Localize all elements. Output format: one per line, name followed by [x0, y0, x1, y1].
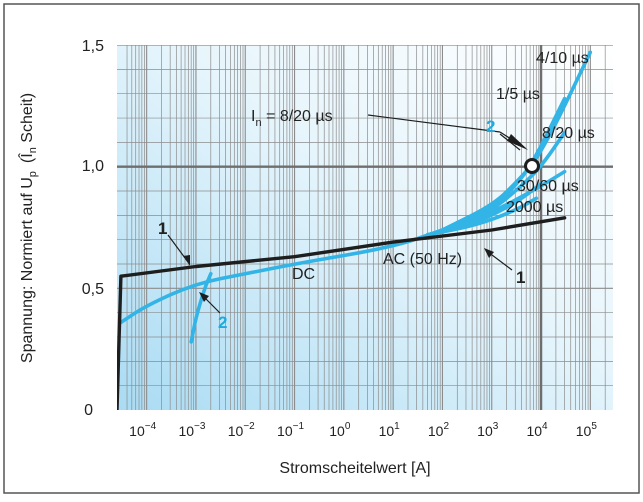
- x-axis-title: Stromscheitelwert [A]: [279, 460, 430, 477]
- in-label-i: I: [251, 108, 255, 125]
- x-tick-exponent: 1: [394, 421, 400, 432]
- curve-1-left-arrowhead: [183, 255, 190, 266]
- curve-2000-s: [425, 196, 539, 237]
- y-axis-title-paren-sub: n: [27, 147, 39, 153]
- curve-1-label-right: 1: [516, 268, 525, 287]
- curve-2-label-bottom: 2: [218, 313, 227, 332]
- x-tick-exponent: 3: [493, 421, 499, 432]
- label-2000us: 2000 µs: [506, 199, 563, 216]
- label-4-10us: 4/10 µs: [536, 50, 589, 67]
- y-tick-1-5: 1,5: [82, 38, 104, 55]
- x-tick-exponent: −2: [243, 421, 255, 432]
- x-tick-8: 104: [526, 421, 548, 439]
- curve-1-right-arrowhead: [484, 248, 494, 258]
- in-label: In = 8/20 µs: [251, 108, 333, 129]
- curve-1: [117, 216, 567, 410]
- grid: [117, 45, 613, 410]
- y-tick-1-0: 1,0: [82, 158, 104, 175]
- x-tick-exponent: 4: [542, 421, 548, 432]
- x-tick-base: 10: [379, 423, 395, 439]
- x-tick-exponent: 2: [443, 421, 449, 432]
- y-axis-title-main: Spannung: Normiert auf U: [19, 177, 36, 363]
- waveform-labels: 4/10 µs 1/5 µs 8/20 µs 30/60 µs 2000 µs: [496, 50, 595, 216]
- x-tick-exponent: −3: [194, 421, 206, 432]
- x-tick-labels: 10−4 10−3 10−2 10−1 100 101 102 103 104 105: [129, 421, 597, 439]
- curve-2-top-leader: [499, 133, 521, 151]
- label-30-60us: 30/60 µs: [517, 178, 579, 195]
- curve-2-label-top: 2: [486, 117, 495, 136]
- x-tick-9: 105: [576, 421, 598, 439]
- x-tick-3: 10−1: [277, 421, 304, 439]
- x-tick-exponent: −4: [145, 421, 157, 432]
- y-tick-labels: 0 0,5 1,0 1,5: [82, 38, 104, 419]
- x-tick-base: 10: [477, 423, 493, 439]
- x-tick-base: 10: [129, 423, 145, 439]
- label-1-5us: 1/5 µs: [496, 86, 540, 103]
- curve-2-bottom-arrowhead: [199, 292, 209, 302]
- curve-1-label-left: 1: [158, 219, 167, 238]
- label-8-20us: 8/20 µs: [542, 125, 595, 142]
- x-tick-6: 102: [428, 421, 450, 439]
- ac-label: AC (50 Hz): [383, 251, 462, 268]
- x-tick-1: 10−3: [178, 421, 205, 439]
- y-axis-title-paren: (Î: [17, 153, 36, 163]
- curves: [117, 50, 593, 410]
- x-tick-base: 10: [576, 423, 592, 439]
- curve-8-20-s: [440, 130, 567, 235]
- in-label-arrow-shaft: [499, 131, 526, 149]
- x-tick-base: 10: [178, 423, 194, 439]
- x-tick-base: 10: [277, 423, 293, 439]
- curve-2-low-current: [189, 272, 213, 344]
- curve-1-5-s: [440, 96, 567, 232]
- y-tick-0-5: 0,5: [82, 281, 104, 298]
- y-tick-0: 0: [84, 402, 93, 419]
- in-label-rest: = 8/20 µs: [262, 108, 333, 125]
- x-tick-exponent: 5: [591, 421, 597, 432]
- x-tick-5: 101: [379, 421, 401, 439]
- x-tick-exponent: 0: [345, 421, 351, 432]
- x-tick-base: 10: [329, 423, 345, 439]
- x-tick-exponent: −1: [293, 421, 305, 432]
- y-axis-title: Spannung: Normiert auf Up (În Scheit): [17, 93, 39, 363]
- x-tick-0: 10−4: [129, 421, 156, 439]
- x-tick-base: 10: [526, 423, 542, 439]
- reference-point-marker: [524, 158, 540, 174]
- in-label-leader: [367, 114, 501, 133]
- dc-label: DC: [292, 266, 315, 283]
- in-label-sub: n: [255, 117, 261, 129]
- x-tick-4: 100: [329, 421, 351, 439]
- y-axis-title-sub: p: [27, 171, 39, 177]
- x-tick-2: 10−2: [228, 421, 255, 439]
- curve-1-right-leader: [487, 251, 513, 271]
- y-axis-title-paren-end: Scheit): [19, 93, 36, 147]
- x-tick-base: 10: [428, 423, 444, 439]
- x-tick-7: 103: [477, 421, 499, 439]
- x-tick-base: 10: [228, 423, 244, 439]
